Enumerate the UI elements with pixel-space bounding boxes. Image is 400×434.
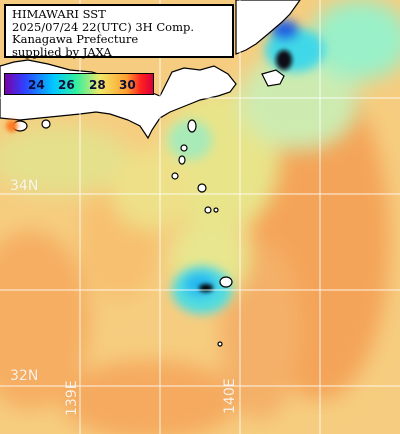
color-bar: 24 26 28 30 bbox=[4, 73, 154, 95]
title-line: HIMAWARI SST bbox=[12, 7, 106, 21]
title-line: supplied by JAXA bbox=[12, 44, 112, 59]
lat-label-34n: 34N bbox=[10, 178, 39, 194]
lon-label-140e: 140E bbox=[222, 378, 238, 414]
cbar-tick: 24 bbox=[28, 78, 45, 92]
lon-label-139e: 139E bbox=[64, 380, 80, 416]
title-box: HIMAWARI SST 2025/07/24 22(UTC) 3H Comp.… bbox=[4, 4, 234, 58]
cbar-tick: 26 bbox=[58, 78, 75, 92]
title-line: 2025/07/24 22(UTC) 3H Comp. bbox=[12, 19, 195, 34]
lat-label-32n: 32N bbox=[10, 368, 39, 384]
cbar-tick: 28 bbox=[89, 78, 106, 92]
cbar-tick: 30 bbox=[119, 78, 136, 92]
title-line: Kanagawa Prefecture bbox=[12, 32, 139, 46]
